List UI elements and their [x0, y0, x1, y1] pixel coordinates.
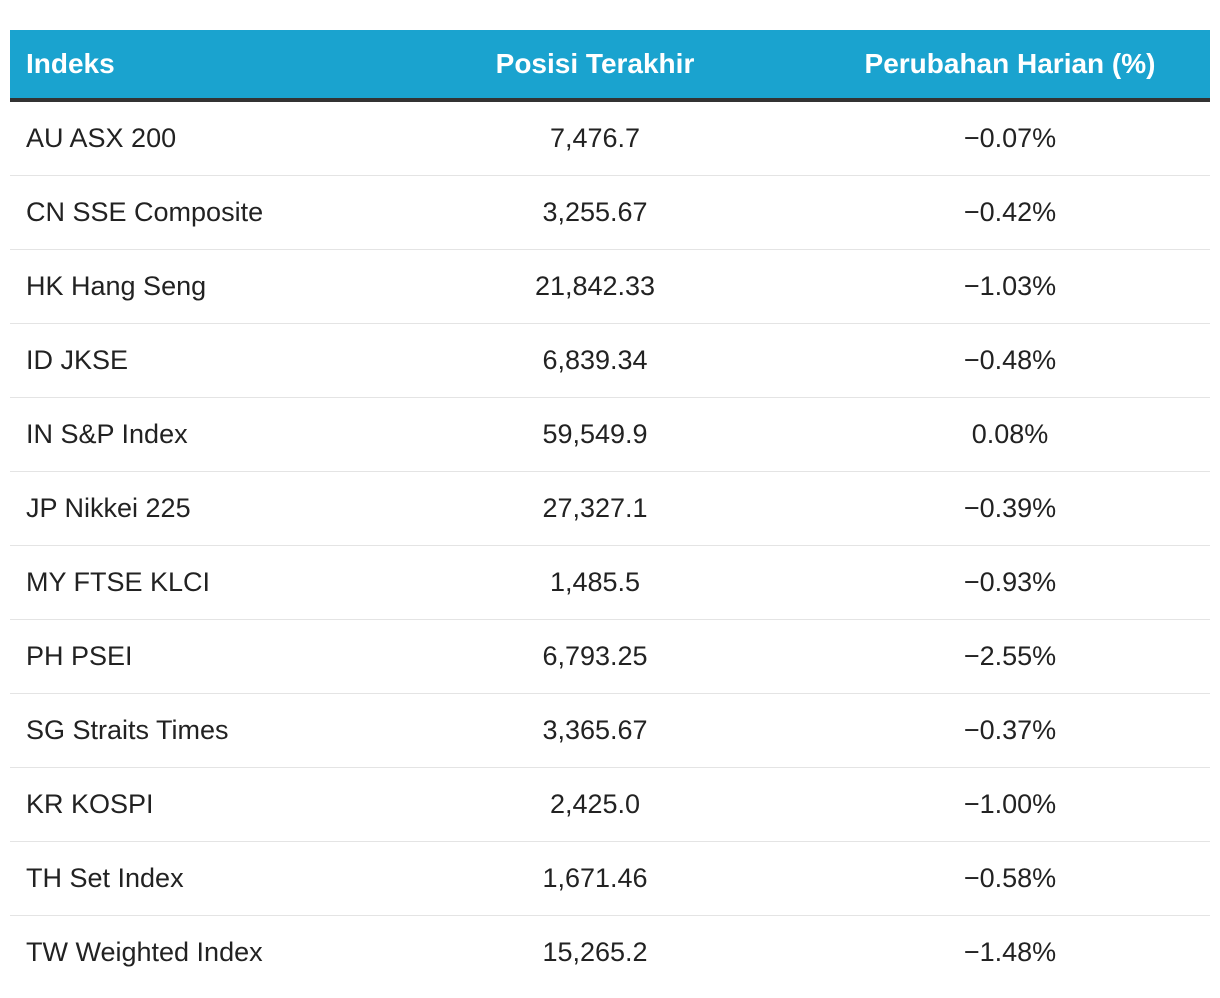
header-index: Indeks: [26, 48, 115, 79]
table-row: CN SSE Composite 3,255.67 −0.42%: [10, 176, 1210, 250]
daily-change-cell: −0.93%: [963, 567, 1057, 597]
index-name-cell: MY FTSE KLCI: [26, 567, 211, 597]
daily-change-cell: −0.07%: [963, 123, 1057, 153]
last-position-cell: 1,485.5: [549, 567, 641, 597]
daily-change-cell: −0.58%: [963, 863, 1057, 893]
index-name-cell: ID JKSE: [26, 345, 129, 375]
last-position-cell: 6,839.34: [542, 345, 648, 375]
daily-change-cell: 0.08%: [971, 419, 1049, 449]
daily-change-cell: −2.55%: [963, 641, 1057, 671]
table-row: TW Weighted Index 15,265.2 −1.48%: [10, 916, 1210, 989]
table-header: Indeks Posisi Terakhir Perubahan Harian …: [10, 30, 1210, 102]
table-row: TH Set Index 1,671.46 −0.58%: [10, 842, 1210, 916]
header-last-position: Posisi Terakhir: [495, 48, 695, 79]
table-row: KR KOSPI 2,425.0 −1.00%: [10, 768, 1210, 842]
header-daily-change: Perubahan Harian (%): [864, 48, 1156, 79]
market-index-table: Indeks Posisi Terakhir Perubahan Harian …: [10, 30, 1210, 989]
daily-change-cell: −0.42%: [963, 197, 1057, 227]
table-row: ID JKSE 6,839.34 −0.48%: [10, 324, 1210, 398]
index-name-cell: HK Hang Seng: [26, 271, 207, 301]
last-position-cell: 3,365.67: [542, 715, 648, 745]
index-name-cell: SG Straits Times: [26, 715, 229, 745]
index-name-cell: CN SSE Composite: [26, 197, 264, 227]
table-body: AU ASX 200 7,476.7 −0.07% CN SSE Composite 3…: [10, 102, 1210, 989]
index-name-cell: AU ASX 200: [26, 123, 177, 153]
last-position-cell: 6,793.25: [542, 641, 648, 671]
last-position-cell: 1,671.46: [542, 863, 648, 893]
index-name-cell: PH PSEI: [26, 641, 133, 671]
index-name-cell: KR KOSPI: [26, 789, 154, 819]
last-position-cell: 15,265.2: [542, 937, 648, 967]
table-row: HK Hang Seng 21,842.33 −1.03%: [10, 250, 1210, 324]
index-name-cell: IN S&P Index: [26, 419, 188, 449]
daily-change-cell: −0.48%: [963, 345, 1057, 375]
daily-change-cell: −0.39%: [963, 493, 1057, 523]
last-position-cell: 2,425.0: [549, 789, 641, 819]
index-name-cell: JP Nikkei 225: [26, 493, 191, 523]
table-row: AU ASX 200 7,476.7 −0.07%: [10, 102, 1210, 176]
table-row: IN S&P Index 59,549.9 0.08%: [10, 398, 1210, 472]
table-row: JP Nikkei 225 27,327.1 −0.39%: [10, 472, 1210, 546]
last-position-cell: 27,327.1: [542, 493, 648, 523]
daily-change-cell: −1.48%: [963, 937, 1057, 967]
index-name-cell: TW Weighted Index: [26, 937, 263, 967]
last-position-cell: 3,255.67: [542, 197, 648, 227]
table-row: SG Straits Times 3,365.67 −0.37%: [10, 694, 1210, 768]
last-position-cell: 59,549.9: [542, 419, 648, 449]
table-row: PH PSEI 6,793.25 −2.55%: [10, 620, 1210, 694]
daily-change-cell: −1.03%: [963, 271, 1057, 301]
last-position-cell: 21,842.33: [534, 271, 656, 301]
index-name-cell: TH Set Index: [26, 863, 184, 893]
daily-change-cell: −0.37%: [963, 715, 1057, 745]
daily-change-cell: −1.00%: [963, 789, 1057, 819]
table-row: MY FTSE KLCI 1,485.5 −0.93%: [10, 546, 1210, 620]
last-position-cell: 7,476.7: [549, 123, 641, 153]
